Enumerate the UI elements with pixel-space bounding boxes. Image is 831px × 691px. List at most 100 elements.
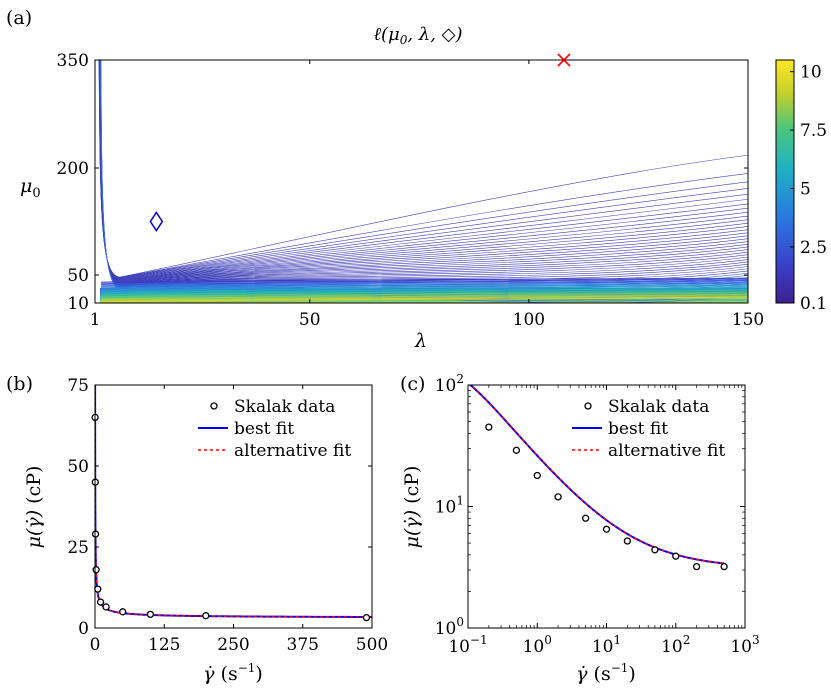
panel-a-label: (a) bbox=[6, 7, 32, 29]
contour-line bbox=[100, 287, 748, 293]
alternative-fit-line bbox=[469, 385, 725, 565]
legend-label: alternative fit bbox=[608, 441, 725, 461]
contour-line bbox=[100, 60, 748, 294]
alternative-fit-line bbox=[95, 385, 372, 618]
data-point bbox=[533, 471, 541, 480]
legend-label: Skalak data bbox=[608, 397, 709, 417]
contour-line bbox=[98, 60, 748, 278]
contour-line bbox=[99, 60, 748, 281]
contour-line bbox=[100, 281, 748, 286]
contour-line bbox=[100, 292, 748, 297]
contour-line bbox=[99, 60, 748, 286]
contour-line bbox=[99, 60, 748, 287]
data-point bbox=[102, 603, 110, 611]
panel-c-points bbox=[485, 423, 728, 571]
data-point bbox=[623, 537, 631, 545]
contour-line bbox=[100, 285, 748, 290]
colorbar-ticks: 0.1 2.5 5 7.5 10 bbox=[790, 63, 827, 314]
x-tick-label: 101 bbox=[592, 633, 621, 657]
contour-line bbox=[100, 283, 748, 288]
data-point bbox=[720, 562, 728, 571]
x-tick-label: 103 bbox=[730, 633, 759, 657]
contour-line bbox=[100, 286, 748, 292]
y-tick-label: 0 bbox=[78, 619, 89, 639]
contour-line bbox=[100, 278, 748, 283]
contour-line bbox=[98, 60, 748, 278]
data-point bbox=[602, 525, 611, 533]
panel-b-ylabel: μ(γ̇) (cP) bbox=[23, 466, 45, 549]
x-tick-label: 0 bbox=[90, 635, 101, 655]
contour-line bbox=[100, 277, 748, 283]
panel-b-xlabel: γ̇ (s−1) bbox=[203, 661, 263, 685]
contour-line bbox=[100, 295, 748, 301]
y-tick-label: 102 bbox=[435, 372, 464, 396]
contour-line bbox=[100, 290, 748, 295]
panel-c-ylabel: μ(γ̇) (cP) bbox=[401, 466, 423, 549]
x-tick-label: 50 bbox=[299, 310, 321, 330]
contour-line bbox=[100, 294, 748, 300]
contour-line bbox=[100, 284, 748, 290]
data-point bbox=[512, 446, 521, 454]
legend-symbol-data bbox=[210, 402, 218, 410]
data-point bbox=[94, 585, 102, 593]
colorbar-tick-label: 2.5 bbox=[800, 238, 827, 258]
x-tick-label: 102 bbox=[661, 633, 690, 657]
colorbar-tick-label: 5 bbox=[800, 180, 811, 200]
contour-line bbox=[100, 279, 748, 284]
x-tick-label: 125 bbox=[148, 635, 180, 655]
contour-line bbox=[100, 297, 748, 302]
contour-line bbox=[100, 293, 748, 299]
panel-a-markers bbox=[149, 53, 571, 232]
data-point bbox=[651, 546, 659, 554]
y-tick-label: 50 bbox=[67, 457, 89, 477]
panel-b-ticks: 0 125 250 375 500 0 25 50 75 bbox=[67, 376, 388, 655]
contour-line bbox=[100, 288, 748, 293]
panel-c-frame bbox=[467, 384, 746, 629]
contour-line bbox=[98, 60, 748, 279]
cross-marker bbox=[557, 53, 571, 67]
data-point bbox=[554, 493, 562, 501]
contour-line bbox=[100, 60, 748, 299]
contour-line bbox=[100, 286, 748, 291]
panel-c-xlabel: γ̇ (s−1) bbox=[576, 661, 636, 685]
legend-label: Skalak data bbox=[234, 397, 335, 417]
colorbar-tick-label: 0.1 bbox=[800, 294, 827, 314]
panel-a-xlabel: λ bbox=[414, 330, 427, 352]
x-tick-label: 100 bbox=[523, 633, 552, 657]
x-tick-label: 375 bbox=[287, 635, 319, 655]
data-point bbox=[119, 608, 127, 616]
y-tick-label: 25 bbox=[67, 538, 89, 558]
x-tick-label: 10−1 bbox=[448, 633, 487, 657]
y-tick-label: 200 bbox=[57, 159, 89, 179]
contour-line bbox=[98, 60, 748, 279]
contour-line bbox=[99, 60, 748, 285]
contour-line bbox=[99, 60, 748, 281]
data-point bbox=[692, 562, 701, 571]
y-tick-label: 50 bbox=[67, 266, 89, 286]
contour-line bbox=[100, 296, 748, 302]
data-point bbox=[146, 610, 155, 619]
contour-line bbox=[99, 60, 748, 287]
panel-c-label: (c) bbox=[400, 373, 425, 395]
contour-line bbox=[99, 60, 748, 287]
data-point bbox=[485, 423, 493, 431]
y-tick-label: 101 bbox=[435, 494, 464, 518]
contour-line bbox=[100, 295, 748, 300]
x-tick-label: 500 bbox=[356, 635, 388, 655]
contour-line bbox=[100, 280, 748, 286]
contour-line bbox=[99, 60, 748, 283]
legend-label: best fit bbox=[608, 419, 668, 439]
data-point bbox=[362, 613, 371, 622]
panel-a-ylabel: μ0 bbox=[20, 175, 41, 201]
y-tick-label: 10 bbox=[67, 294, 89, 314]
panel-b-curves bbox=[95, 385, 372, 618]
colorbar bbox=[775, 59, 795, 304]
data-point bbox=[672, 552, 680, 560]
